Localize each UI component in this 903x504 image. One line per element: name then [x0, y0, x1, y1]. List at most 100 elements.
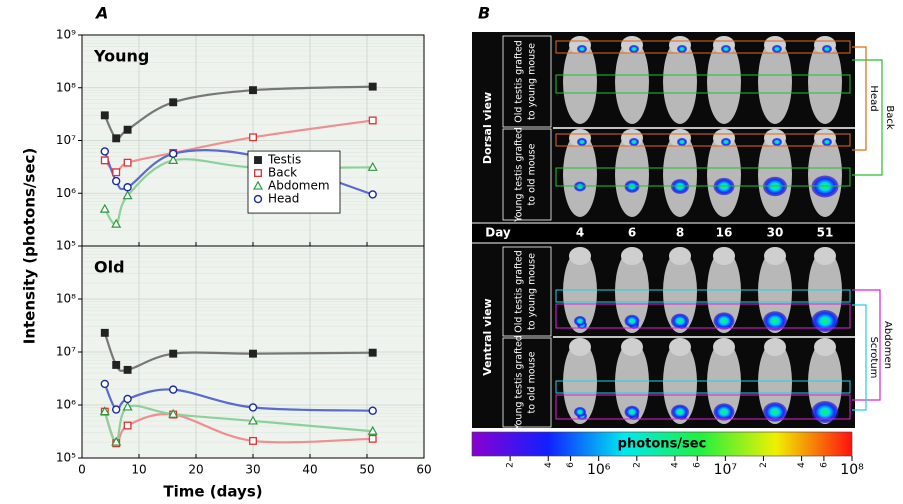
row-label: Young testis grafted	[514, 127, 525, 223]
data-point	[168, 149, 178, 158]
y-tick-label: 10⁷	[56, 345, 76, 359]
legend-label: Abdomem	[268, 179, 330, 193]
data-point	[368, 406, 377, 415]
mouse	[808, 341, 842, 424]
signal	[574, 407, 586, 417]
legend-box	[247, 150, 341, 214]
chart-title: Old	[94, 258, 125, 277]
data-point	[249, 133, 257, 142]
data-point	[168, 385, 178, 394]
x-tick-label: 40	[302, 463, 317, 477]
colorbar-tick-label: 2	[759, 462, 769, 468]
colorbar-title: photons/sec	[618, 437, 707, 452]
colorbar-tick-label: 6	[693, 462, 703, 468]
data-point	[249, 86, 257, 95]
data-point	[123, 421, 132, 430]
legend-marker	[253, 194, 263, 204]
signal	[822, 45, 832, 53]
mouse-head	[669, 247, 691, 265]
legend-label: Testis	[267, 153, 301, 167]
mouse-head	[764, 338, 786, 356]
mouse	[808, 132, 842, 217]
y-tick-label: 10⁵	[56, 451, 76, 465]
y-tick-label: 10⁸	[56, 292, 76, 306]
region-box	[555, 167, 851, 187]
y-tick-label: 10⁵	[56, 239, 76, 253]
mouse	[563, 250, 597, 333]
x-tick-label: 50	[359, 463, 374, 477]
mouse	[808, 39, 842, 124]
mouse	[615, 39, 649, 124]
data-point	[249, 436, 257, 445]
day-value: 51	[817, 226, 834, 240]
signal	[624, 314, 640, 328]
mouse	[615, 132, 649, 217]
mouse-head	[814, 338, 836, 356]
mouse	[563, 132, 597, 217]
region-box	[555, 40, 851, 54]
signal	[577, 45, 587, 53]
row-label: Old testis grafted	[514, 40, 525, 123]
row-label: Old testis grafted	[514, 250, 525, 333]
bracket	[852, 46, 867, 151]
day-value: 8	[676, 226, 684, 240]
mouse	[808, 250, 842, 333]
x-tick-label: 30	[245, 463, 260, 477]
mouse-head	[621, 338, 643, 356]
x-tick-label: 60	[416, 463, 431, 477]
region-label: Head	[868, 85, 879, 111]
region-label: Back	[884, 105, 895, 129]
signal	[671, 404, 689, 420]
mouse	[758, 132, 792, 217]
data-point	[99, 203, 110, 213]
signal	[713, 312, 735, 330]
x-axis-label: Time (days)	[163, 483, 262, 501]
data-point	[367, 161, 378, 171]
mouse	[707, 132, 741, 217]
mouse	[707, 250, 741, 333]
y-tick-label: 10⁶	[56, 186, 76, 200]
data-point	[368, 190, 377, 199]
data-point	[368, 82, 377, 91]
chart-title: Young	[93, 47, 149, 66]
colorbar-tick-label: 4	[797, 462, 807, 468]
day-value: 6	[628, 226, 636, 240]
colorbar-tick-label: 10⁷	[714, 462, 737, 478]
row-divider	[502, 128, 552, 221]
mouse-head	[713, 247, 735, 265]
legend-label: Head	[268, 192, 299, 206]
data-point	[123, 183, 132, 192]
mouse-head	[569, 247, 591, 265]
y-tick-label: 10⁶	[56, 398, 76, 412]
data-point	[368, 434, 377, 443]
data-point	[368, 348, 377, 357]
colorbar-tick-label: 10⁶	[587, 462, 611, 478]
data-point	[169, 349, 178, 358]
colorbar-tick-label: 10⁸	[840, 462, 864, 478]
data-point	[168, 408, 179, 418]
data-point	[123, 158, 132, 167]
data-point	[368, 116, 377, 125]
x-tick-label: 20	[188, 463, 203, 477]
mouse	[663, 341, 697, 424]
day-row	[472, 222, 855, 244]
panel-label: A	[94, 4, 108, 23]
signal	[811, 310, 839, 332]
signal	[721, 45, 731, 53]
mouse-head	[669, 338, 691, 356]
data-point	[111, 405, 121, 414]
data-point	[111, 218, 122, 228]
mouse	[707, 39, 741, 124]
region-box	[555, 394, 851, 420]
row-label: to young mouse	[527, 43, 538, 120]
colorbar	[471, 431, 853, 457]
mouse	[615, 250, 649, 333]
row-label: to old mouse	[527, 143, 538, 205]
data-point	[122, 190, 133, 200]
data-point	[367, 425, 378, 435]
row-divider	[502, 337, 552, 428]
signal	[811, 401, 839, 423]
row-label: Young testis grafted	[514, 335, 525, 431]
view-label: Dorsal view	[481, 92, 494, 164]
